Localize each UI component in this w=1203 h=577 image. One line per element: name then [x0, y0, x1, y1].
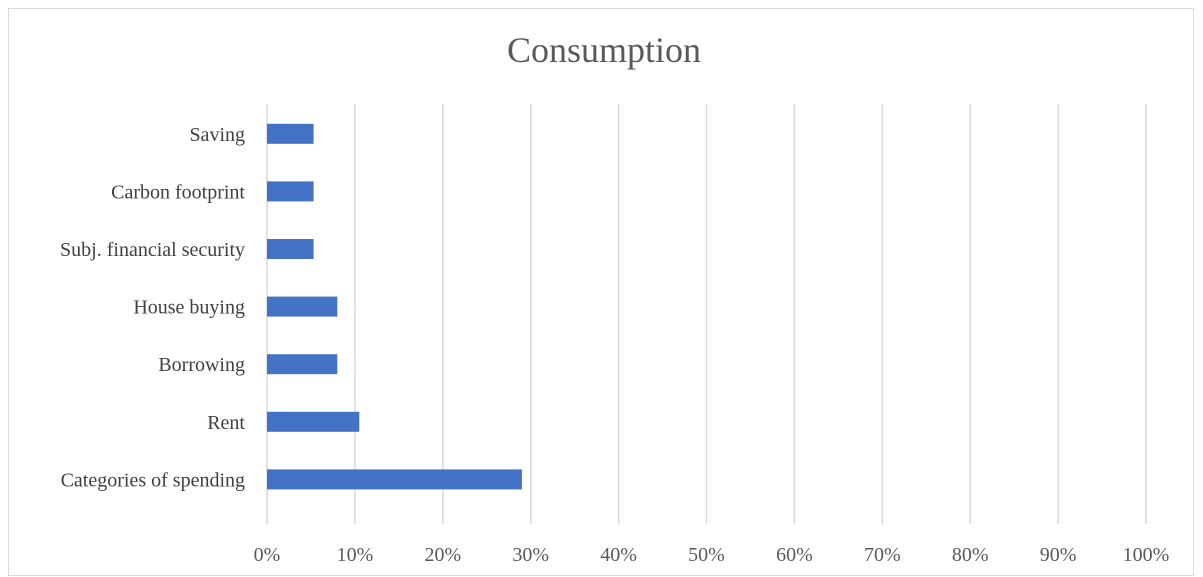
category-label: Borrowing: [158, 354, 245, 376]
x-tick-label: 90%: [1040, 544, 1077, 566]
category-label: Carbon footprint: [111, 181, 245, 203]
x-tick-label: 40%: [600, 544, 637, 566]
bar: [267, 239, 314, 259]
bar: [267, 181, 314, 202]
category-label: Rent: [207, 412, 245, 434]
x-tick-label: 50%: [688, 544, 725, 566]
x-tick-label: 70%: [864, 544, 901, 566]
category-label: Subj. financial security: [60, 239, 245, 261]
chart-title: Consumption: [507, 30, 701, 70]
category-label: Saving: [189, 124, 245, 146]
x-tick-label: 100%: [1123, 544, 1170, 566]
x-tick-label: 0%: [254, 544, 281, 566]
bars: [267, 123, 522, 490]
bar: [267, 123, 314, 144]
bar: [267, 411, 360, 432]
x-tick-label: 20%: [424, 544, 461, 566]
x-tick-label: 60%: [776, 544, 813, 566]
bar: [267, 469, 522, 490]
bar: [267, 354, 338, 375]
x-tick-label: 80%: [952, 544, 989, 566]
x-tick-label: 10%: [337, 544, 374, 566]
chart-frame: [8, 8, 1194, 576]
x-tick-labels: 0% 10% 20% 30% 40% 50% 60% 70% 80% 90% 100%: [254, 544, 1170, 566]
category-label: Categories of spending: [61, 469, 245, 491]
x-tick-label: 30%: [512, 544, 549, 566]
gridlines: [266, 104, 1147, 524]
category-labels: Categories of spending Rent Borrowing House…: [60, 124, 245, 492]
category-label: House buying: [133, 297, 245, 319]
bar: [267, 296, 338, 317]
